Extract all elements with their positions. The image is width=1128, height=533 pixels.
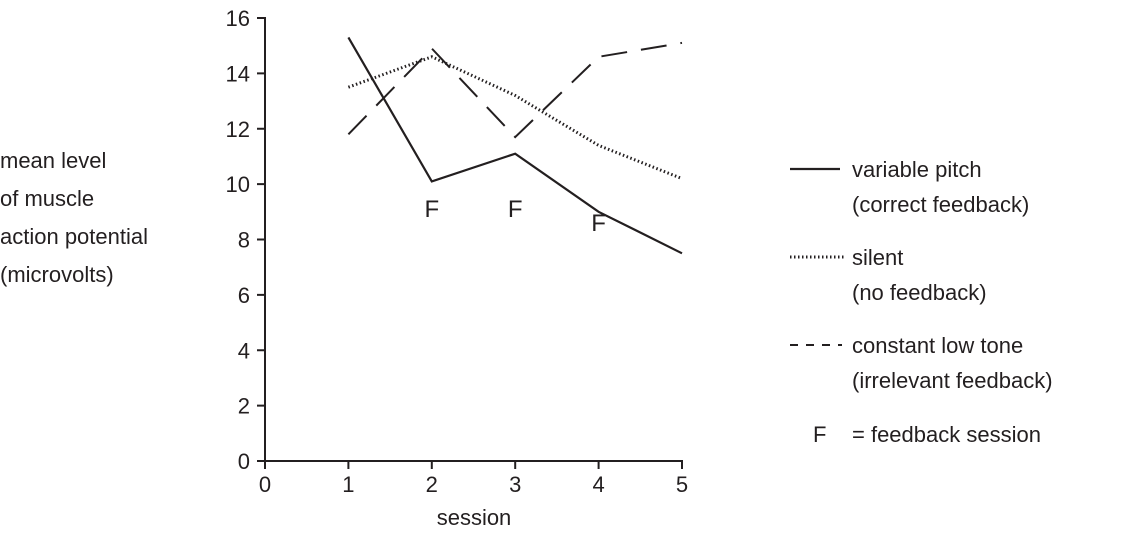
y-tick-label: 14: [226, 61, 250, 86]
feedback-markers: F FF: [424, 196, 605, 237]
x-tick-label: 4: [592, 472, 604, 497]
legend-label-variable: variable pitch (correct feedback): [852, 157, 1029, 217]
legend: variable pitch (correct feedback) silent…: [790, 157, 1053, 447]
y-axis-label-line: (microvolts): [0, 262, 114, 287]
x-tick-label: 2: [426, 472, 438, 497]
legend-line: silent: [852, 245, 903, 270]
legend-line: (irrelevant feedback): [852, 368, 1053, 393]
y-tick-label: 16: [226, 6, 250, 31]
x-axis-label: session: [437, 505, 512, 530]
feedback-marker: F: [424, 196, 439, 223]
feedback-marker: F: [508, 196, 523, 223]
y-tick-label: 12: [226, 117, 250, 142]
series-line-variable: [347, 36, 683, 255]
feedback-marker: F: [591, 210, 606, 237]
x-tick-label: 3: [509, 472, 521, 497]
series-line-constant: [347, 41, 683, 139]
legend-label-silent: silent (no feedback): [852, 245, 987, 305]
legend-line: variable pitch: [852, 157, 982, 182]
y-axis-label-line: action potential: [0, 224, 148, 249]
legend-line: (no feedback): [852, 280, 987, 305]
y-axis-label-line: mean level: [0, 148, 106, 173]
x-tick-label: 5: [676, 472, 688, 497]
y-tick-label: 8: [238, 228, 250, 253]
y-tick-label: 2: [238, 394, 250, 419]
y-axis-label: mean level of muscle action potential (m…: [0, 148, 154, 287]
series-line-silent: [347, 55, 683, 180]
y-axis-label-line: of muscle: [0, 186, 94, 211]
legend-note-symbol: F: [813, 422, 826, 447]
y-tick-label: 10: [226, 172, 250, 197]
y-tick-label: 4: [238, 338, 250, 363]
y-ticks: 0 2 4 6 8 10 12 14 16: [226, 6, 265, 474]
x-tick-label: 1: [342, 472, 354, 497]
x-tick-label: 0: [259, 472, 271, 497]
y-tick-label: 6: [238, 283, 250, 308]
legend-label-constant: constant low tone (irrelevant feedback): [852, 333, 1053, 393]
y-tick-label: 0: [238, 449, 250, 474]
x-ticks: 0 1 2 3 4 5: [259, 461, 688, 497]
legend-note-text: = feedback session: [852, 422, 1041, 447]
series-lines: [347, 36, 683, 255]
legend-line: (correct feedback): [852, 192, 1029, 217]
legend-line: constant low tone: [852, 333, 1023, 358]
